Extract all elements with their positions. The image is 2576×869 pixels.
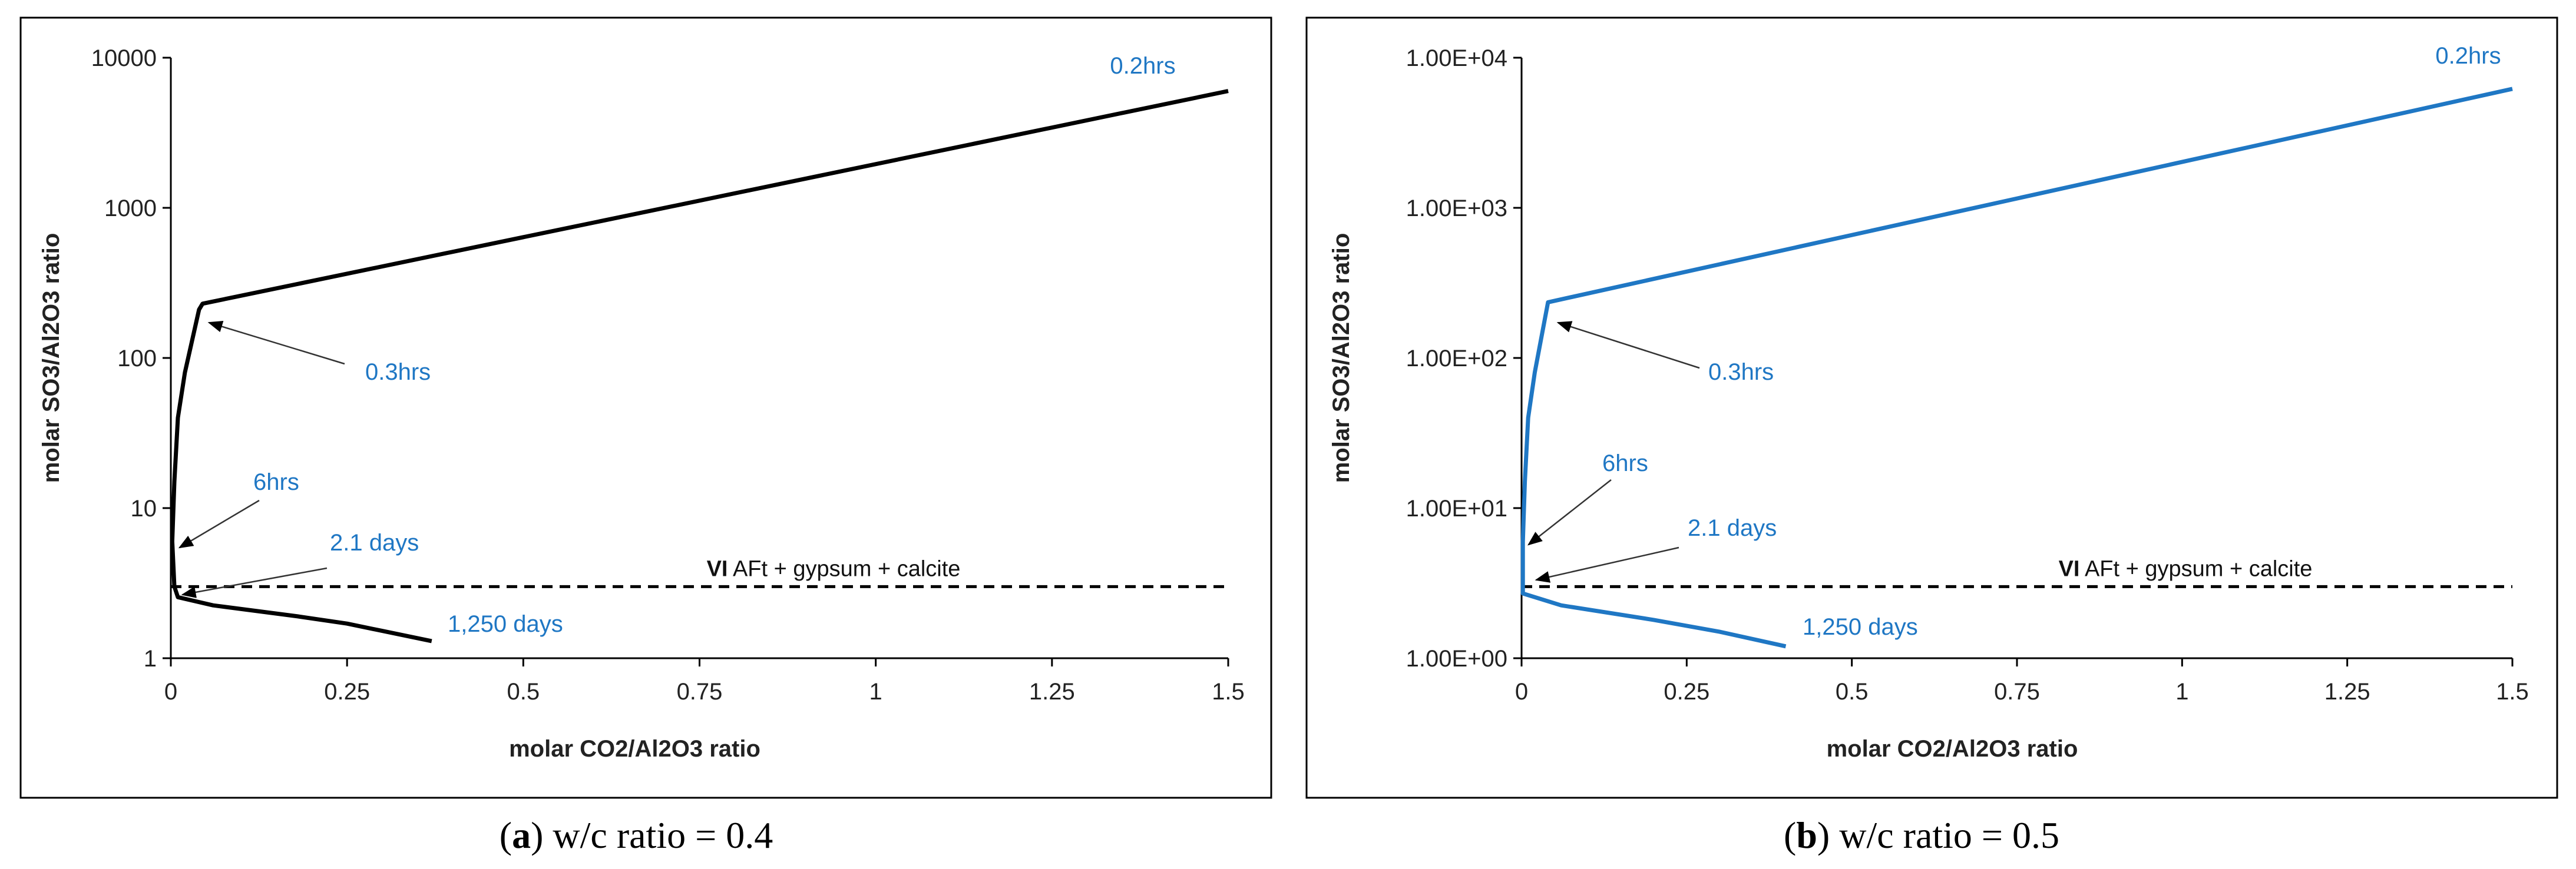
annotation-arrow	[207, 320, 345, 365]
x-tick-label: 0	[1515, 679, 1528, 705]
x-tick-label: 1.25	[2324, 679, 2370, 705]
y-axis-title: molar SO3/Al2O3 ratio	[1328, 233, 1354, 483]
x-tick-label: 0.75	[1994, 679, 2040, 705]
x-axis: 0 0.25 0.5 0.75 1 1.25 1.5	[164, 657, 1245, 705]
annotation-label: 0.3hrs	[365, 359, 431, 385]
x-tick-label: 0	[164, 679, 177, 705]
annotation-label: 1,250 days	[1803, 614, 1918, 640]
annotations: 0.2hrs 0.3hrs 6hrs 2.1 days 1,250 days	[178, 53, 1176, 637]
y-tick-label: 1.00E+00	[1406, 646, 1507, 672]
y-tick-label: 100	[117, 346, 157, 372]
annotations: 0.2hrs 0.3hrs 6hrs 2.1 days 1,250 days	[1527, 43, 2501, 640]
annotation-arrow	[181, 567, 328, 598]
x-tick-label: 0.25	[1664, 679, 1709, 705]
annotation-label: 6hrs	[1602, 450, 1648, 476]
chart-frame	[1305, 16, 2558, 799]
x-tick-label: 1	[869, 679, 882, 705]
chart-panel-b: 1.00E+00 1.00E+01 1.00E+02 1.00E+03 1.00E+04…	[1305, 16, 2558, 856]
y-tick-label: 1.00E+02	[1406, 346, 1507, 372]
annotation-label: 0.2hrs	[1110, 53, 1175, 79]
x-tick-label: 1.5	[2496, 679, 2529, 705]
annotation-arrow	[1556, 321, 1700, 369]
x-tick-label: 0.75	[677, 679, 723, 705]
x-axis-title: molar CO2/Al2O3 ratio	[509, 736, 760, 762]
y-axis: 1 10 100 1000 10000	[91, 45, 172, 672]
x-tick-label: 0.5	[507, 679, 540, 705]
threshold-label-bold: VI	[707, 556, 728, 581]
threshold-label: VI AFt + gypsum + calcite	[2059, 556, 2313, 581]
x-tick-label: 1	[2175, 679, 2188, 705]
x-tick-label: 0.25	[324, 679, 370, 705]
annotation-label: 0.2hrs	[2435, 43, 2501, 69]
panel-letter: b	[1796, 814, 1817, 856]
x-tick-label: 1.25	[1029, 679, 1075, 705]
threshold-label-text: AFt + gypsum + calcite	[733, 556, 961, 581]
annotation-label: 6hrs	[253, 469, 299, 495]
x-tick-label: 1.5	[1212, 679, 1245, 705]
y-axis-title: molar SO3/Al2O3 ratio	[38, 233, 64, 483]
threshold-label-text: AFt + gypsum + calcite	[2085, 556, 2313, 581]
y-tick-label: 1.00E+01	[1406, 496, 1507, 522]
y-tick-label: 1	[144, 646, 157, 672]
threshold-label: VI AFt + gypsum + calcite	[707, 556, 961, 581]
caption-text: w/c ratio = 0.5	[1839, 814, 2059, 856]
annotation-arrow	[178, 499, 260, 549]
chart-panel-a: 1 10 100 1000 10000 0 0.25 0.5 0.75 1 1.25 1.5 VI …	[19, 16, 1272, 856]
y-tick-label: 10	[131, 496, 157, 522]
annotation-label: 2.1 days	[1688, 515, 1777, 541]
x-tick-label: 0.5	[1836, 679, 1869, 705]
panel-letter: a	[512, 814, 531, 856]
series-line	[170, 89, 1229, 644]
series-line	[1520, 87, 2513, 649]
annotation-arrow	[1527, 479, 1612, 546]
x-axis: 0 0.25 0.5 0.75 1 1.25 1.5	[1515, 657, 2529, 705]
y-tick-label: 1000	[104, 195, 157, 221]
annotation-label: 1,250 days	[448, 611, 563, 637]
y-tick-label: 1.00E+03	[1406, 195, 1507, 221]
panel-caption: (b) w/c ratio = 0.5	[1784, 814, 2059, 856]
annotation-label: 0.3hrs	[1708, 359, 1774, 385]
threshold-label-bold: VI	[2059, 556, 2080, 581]
chart-frame	[19, 16, 1272, 799]
y-tick-label: 1.00E+04	[1406, 45, 1507, 71]
annotation-arrow	[1535, 546, 1679, 583]
y-tick-label: 10000	[91, 45, 157, 71]
annotation-label: 2.1 days	[330, 530, 419, 556]
panel-caption: (a) w/c ratio = 0.4	[500, 814, 773, 856]
x-axis-title: molar CO2/Al2O3 ratio	[1827, 736, 2078, 762]
caption-text: w/c ratio = 0.4	[553, 814, 773, 856]
